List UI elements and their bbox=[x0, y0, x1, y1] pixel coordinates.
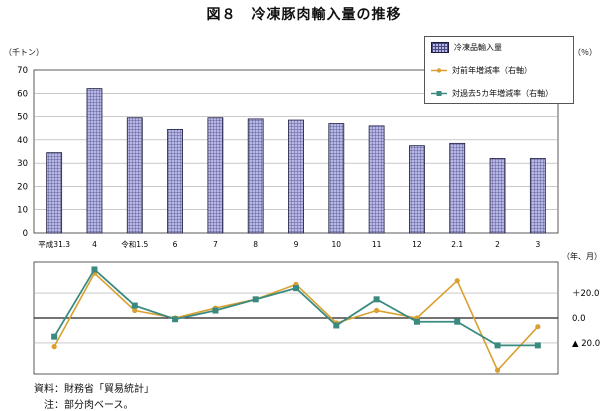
line-y-tick-label: ▲ 20.0 bbox=[572, 339, 600, 349]
point-vs5y bbox=[494, 342, 501, 349]
bar bbox=[449, 142, 466, 234]
line-y-tick-label: 0.0 bbox=[572, 314, 586, 324]
bar bbox=[409, 145, 425, 234]
bar bbox=[126, 117, 143, 234]
legend-swatch-bar bbox=[431, 41, 449, 53]
point-vs5y bbox=[333, 322, 340, 329]
bar-y-tick-label: 70 bbox=[17, 66, 28, 76]
bar-y-tick-label: 0 bbox=[23, 229, 28, 239]
left-axis-unit: （千トン） bbox=[4, 48, 44, 57]
legend-label-vs5y: 対過去5カ年増減率（右軸） bbox=[452, 88, 554, 98]
x-tick-label: 10 bbox=[332, 240, 342, 249]
bar-y-tick-label: 50 bbox=[17, 113, 28, 123]
point-yoy bbox=[374, 307, 380, 314]
point-vs5y bbox=[172, 316, 179, 323]
x-axis-unit: （年、月） bbox=[562, 252, 602, 261]
x-tick-label: 8 bbox=[253, 240, 258, 249]
x-tick-label: 令和1.5 bbox=[121, 239, 148, 249]
bar bbox=[328, 123, 345, 234]
point-vs5y bbox=[51, 333, 58, 340]
x-tick-label: 9 bbox=[294, 240, 299, 249]
legend-swatch-yoy bbox=[431, 67, 447, 73]
bar bbox=[86, 88, 103, 234]
right-axis-unit: （％） bbox=[573, 48, 597, 57]
bar bbox=[167, 128, 183, 234]
point-vs5y bbox=[212, 307, 219, 314]
legend-label-imports: 冷凍品輸入量 bbox=[454, 42, 502, 52]
point-yoy bbox=[51, 344, 57, 350]
bar-y-tick-label: 40 bbox=[17, 136, 28, 146]
x-tick-label: 平成31.3 bbox=[38, 239, 70, 249]
bar bbox=[247, 118, 264, 234]
point-vs5y bbox=[454, 318, 461, 325]
source-note: 資料：財務省「貿易統計」 bbox=[34, 384, 154, 395]
point-vs5y bbox=[413, 318, 420, 325]
point-yoy bbox=[132, 307, 138, 314]
point-yoy bbox=[454, 278, 460, 284]
x-tick-label: 2 bbox=[495, 240, 500, 249]
point-vs5y bbox=[91, 266, 98, 273]
x-tick-label: 12 bbox=[412, 240, 422, 249]
bar bbox=[207, 117, 224, 234]
x-tick-label: 7 bbox=[213, 240, 218, 249]
bar bbox=[529, 158, 546, 234]
bar-y-tick-label: 60 bbox=[17, 89, 28, 99]
point-vs5y bbox=[373, 296, 380, 303]
x-tick-label: 3 bbox=[535, 240, 540, 249]
legend-swatch-vs5y bbox=[431, 90, 447, 96]
point-vs5y bbox=[293, 285, 299, 292]
x-tick-label: 4 bbox=[92, 240, 97, 249]
point-vs5y bbox=[534, 342, 541, 349]
legend-item-yoy: 対前年増減率（右軸） bbox=[431, 64, 532, 76]
x-tick-label: 2.1 bbox=[451, 240, 463, 249]
series-line-vs5y bbox=[53, 268, 538, 347]
x-tick-label: 6 bbox=[173, 240, 178, 249]
bar-y-tick-label: 10 bbox=[17, 206, 28, 216]
bar-y-tick-label: 30 bbox=[17, 159, 28, 169]
bar bbox=[46, 152, 63, 234]
x-tick-label: 11 bbox=[372, 240, 382, 249]
footnote: 注：部分肉ベース。 bbox=[34, 400, 134, 411]
chart-title: 図８ 冷凍豚肉輸入量の推移 bbox=[206, 7, 402, 23]
bar bbox=[368, 125, 385, 234]
point-yoy bbox=[535, 324, 541, 330]
line-y-tick-label: ＋20.0 bbox=[572, 289, 599, 299]
point-yoy bbox=[494, 367, 501, 373]
legend-label-yoy: 対前年増減率（右軸） bbox=[452, 65, 532, 75]
bar-y-tick-label: 20 bbox=[17, 182, 28, 192]
legend-item-vs5y: 対過去5カ年増減率（右軸） bbox=[431, 87, 553, 99]
point-vs5y bbox=[252, 296, 259, 303]
legend: 冷凍品輸入量 対前年増減率（右軸） 対過去5カ年増減率（右軸） bbox=[424, 36, 574, 104]
legend-item-imports: 冷凍品輸入量 bbox=[431, 41, 502, 53]
bar bbox=[288, 119, 304, 234]
point-vs5y bbox=[131, 302, 138, 309]
bar bbox=[489, 158, 506, 234]
